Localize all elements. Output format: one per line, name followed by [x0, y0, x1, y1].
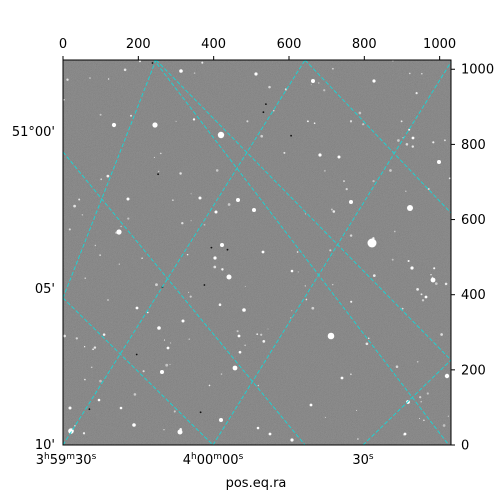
ra-tick-label: 4h00m00s — [183, 452, 244, 468]
right-tick-label: 400 — [461, 288, 486, 303]
stars — [63, 60, 451, 442]
grid-line — [155, 60, 451, 361]
top-tick-label: 200 — [126, 37, 151, 52]
right-tick-label: 800 — [461, 138, 486, 153]
right-tick-label: 1000 — [461, 63, 494, 78]
top-tick-label: 600 — [277, 37, 302, 52]
grid-line — [63, 297, 214, 445]
top-tick-label: 1000 — [423, 37, 456, 52]
grid-line — [304, 60, 451, 214]
axes-frame — [62, 59, 452, 446]
grid-line — [63, 60, 157, 299]
image-noise — [63, 60, 451, 445]
right-tick-label: 200 — [461, 363, 486, 378]
top-tick-label: 0 — [59, 37, 67, 52]
coordinate-grid — [63, 60, 451, 445]
x-axis-label: pos.eq.ra — [226, 476, 287, 491]
top-tick-label: 400 — [201, 37, 226, 52]
dec-tick-label: 10' — [35, 438, 55, 453]
right-tick-label: 600 — [461, 213, 486, 228]
right-tick-label: 0 — [461, 439, 469, 454]
top-axis: 0 200 400 600 800 1000 — [59, 37, 456, 52]
sky-image — [63, 60, 451, 445]
right-axis: 0 200 400 600 800 1000 — [461, 63, 494, 454]
dec-tick-label: 51°00' — [12, 125, 55, 140]
grid-line — [63, 60, 306, 445]
grid-line — [63, 151, 306, 445]
dec-tick-label: 05' — [35, 282, 55, 297]
top-tick-label: 800 — [352, 37, 377, 52]
pixel-ticks — [62, 56, 455, 446]
ra-axis: 3h59m30s 4h00m00s 30s — [36, 452, 374, 468]
grid-line — [362, 359, 451, 445]
ra-tick-label: 30s — [352, 452, 374, 468]
dec-axis: 51°00' 05' 10' — [12, 125, 55, 453]
ra-tick-label: 3h59m30s — [36, 452, 97, 468]
grid-line — [153, 60, 450, 445]
